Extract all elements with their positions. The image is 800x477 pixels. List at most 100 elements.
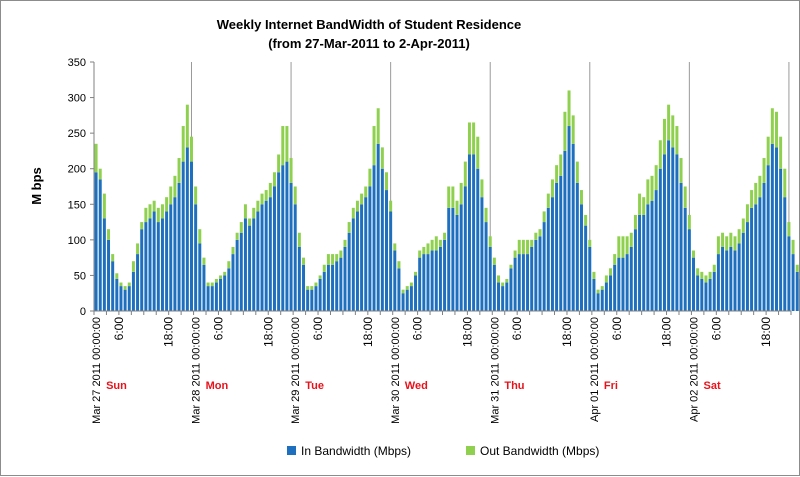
bar-out (190, 137, 193, 162)
bar-out (659, 140, 662, 168)
bar-in (269, 197, 272, 311)
y-tick-label: 200 (68, 164, 86, 176)
bar-in (381, 169, 384, 311)
bar-in (236, 240, 239, 311)
bar-out (290, 158, 293, 183)
bar-in (439, 247, 442, 311)
bar-in (534, 240, 537, 311)
bar-out (638, 194, 641, 215)
bar-out (256, 201, 259, 212)
bar-in (563, 151, 566, 311)
bar-in (621, 258, 624, 311)
bar-in (680, 183, 683, 311)
bar-in (294, 204, 297, 311)
x-date-label: Apr 02 2011 00:00:00 (689, 317, 701, 422)
x-hour-label: 18:00 (361, 317, 375, 347)
bar-in (655, 190, 658, 311)
bar-in (306, 290, 309, 311)
bar-in (132, 272, 135, 311)
bar-out (767, 137, 770, 165)
bar-in (277, 172, 280, 311)
bar-in (671, 147, 674, 311)
bar-in (763, 183, 766, 311)
bar-out (543, 211, 546, 222)
bar-in (119, 286, 122, 311)
bar-in (638, 215, 641, 311)
bar-out (124, 286, 127, 290)
bar-in (414, 275, 417, 311)
bar-out (182, 126, 185, 162)
bar-in (485, 222, 488, 311)
bar-in (692, 258, 695, 311)
bar-in (161, 219, 164, 311)
bar-in (646, 204, 649, 311)
bar-in (783, 197, 786, 311)
bar-out (161, 204, 164, 218)
bar-out (406, 286, 409, 290)
bar-out (518, 240, 521, 254)
bar-in (435, 251, 438, 311)
bar-out (389, 201, 392, 212)
bar-out (534, 233, 537, 240)
bar-out (335, 254, 338, 261)
bar-in (787, 236, 790, 311)
bar-out (717, 236, 720, 254)
bar-in (642, 215, 645, 311)
x-hour-label: 18:00 (261, 317, 275, 347)
bar-out (439, 240, 442, 247)
bar-in (165, 211, 168, 311)
bar-out (713, 265, 716, 272)
y-axis-label: M bps (29, 167, 44, 205)
bar-out (144, 208, 147, 222)
bar-out (269, 183, 272, 197)
bar-in (721, 247, 724, 311)
bar-out (750, 190, 753, 208)
x-hour-label: 6:00 (411, 317, 425, 341)
x-date-label: Apr 01 2011 00:00:00 (589, 317, 601, 422)
bar-in (211, 286, 214, 311)
bar-out (734, 236, 737, 250)
bar-in (613, 265, 616, 311)
bar-out (597, 290, 600, 294)
bar-out (796, 265, 799, 272)
bar-in (310, 290, 313, 311)
bar-out (530, 240, 533, 247)
bar-in (356, 211, 359, 311)
bar-in (767, 165, 770, 311)
bar-out (646, 179, 649, 204)
day-label: Mon (206, 380, 229, 392)
bar-out (634, 215, 637, 229)
bar-in (248, 226, 251, 311)
bar-out (153, 201, 156, 212)
bar-in (630, 247, 633, 311)
day-label: Sat (704, 380, 721, 392)
bar-in (410, 286, 413, 311)
bar-out (630, 233, 633, 247)
bar-in (626, 254, 629, 311)
x-hour-label: 18:00 (660, 317, 674, 347)
bar-out (758, 176, 761, 197)
bar-out (364, 187, 367, 198)
bar-out (435, 236, 438, 250)
bar-out (111, 254, 114, 261)
bar-out (476, 137, 479, 169)
bar-in (750, 208, 753, 311)
bar-in (518, 254, 521, 311)
bar-in (572, 144, 575, 311)
bar-in (190, 162, 193, 311)
bar-out (501, 283, 504, 287)
bar-out (642, 197, 645, 215)
bar-in (99, 179, 102, 311)
bar-in (373, 165, 376, 311)
bar-out (609, 268, 612, 275)
bar-out (456, 201, 459, 215)
bar-in (402, 293, 405, 311)
bar-in (273, 187, 276, 312)
bar-in (223, 275, 226, 311)
bar-in (265, 201, 268, 311)
bar-out (738, 229, 741, 243)
x-hour-label: 18:00 (560, 317, 574, 347)
bar-out (327, 254, 330, 265)
bar-out (186, 105, 189, 148)
bar-out (414, 272, 417, 276)
